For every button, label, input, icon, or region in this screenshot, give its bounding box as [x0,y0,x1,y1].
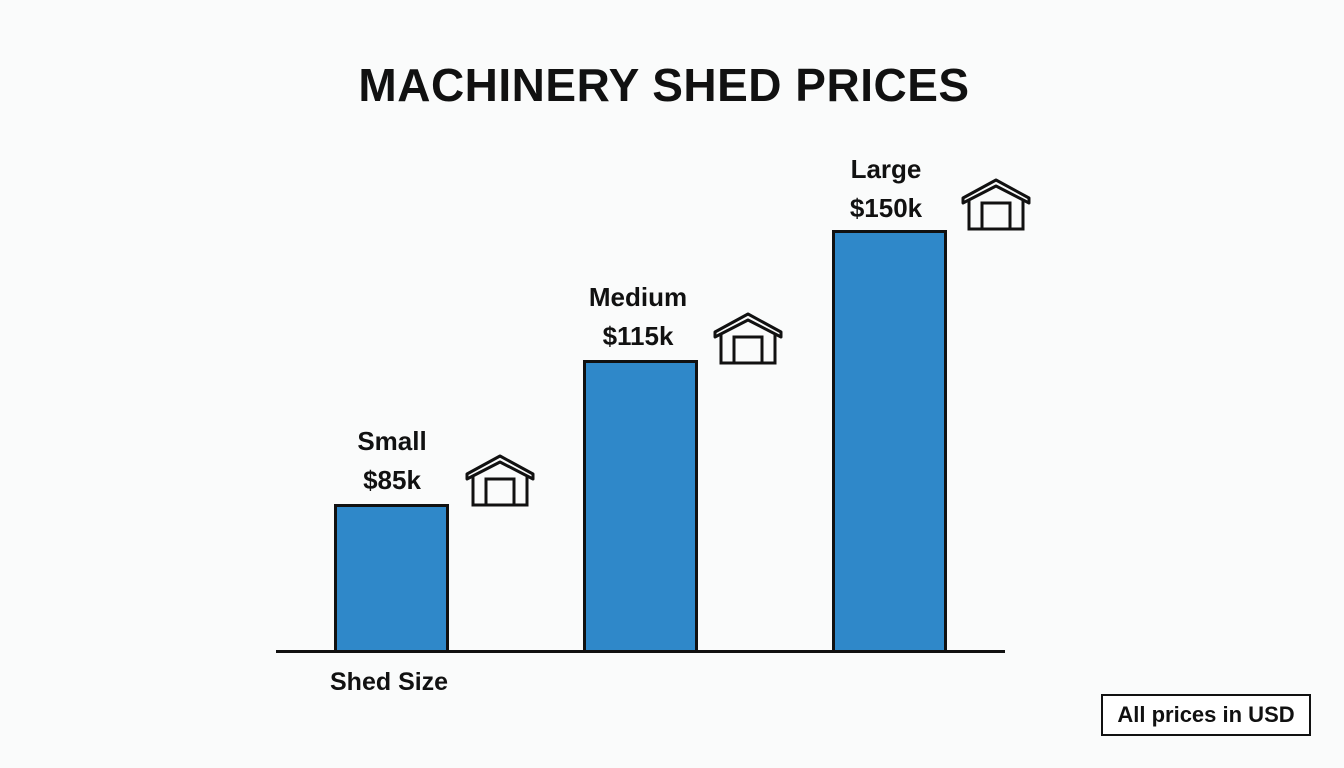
bar-medium [583,360,698,653]
x-axis-line [276,650,1005,653]
bar-value: $150k [849,193,923,223]
bar-category: Large [850,154,922,184]
bar-value: $85k [363,465,421,495]
bar-label-medium: Medium $115k [558,278,718,356]
bar-category: Medium [588,282,688,312]
x-axis-label: Shed Size [330,668,449,696]
shed-icon [713,312,783,365]
shed-icon [465,454,535,507]
bar-label-large: Large $150k [806,150,966,228]
bar-small [334,504,449,653]
bar-value: $115k [602,321,674,351]
bar-large [832,230,947,653]
chart-title: MACHINERY SHED PRICES [358,59,970,111]
bar-category: Small [357,426,427,456]
currency-note: All prices in USD [1101,694,1311,736]
shed-icon [961,178,1031,231]
bar-label-small: Small $85k [312,422,472,500]
